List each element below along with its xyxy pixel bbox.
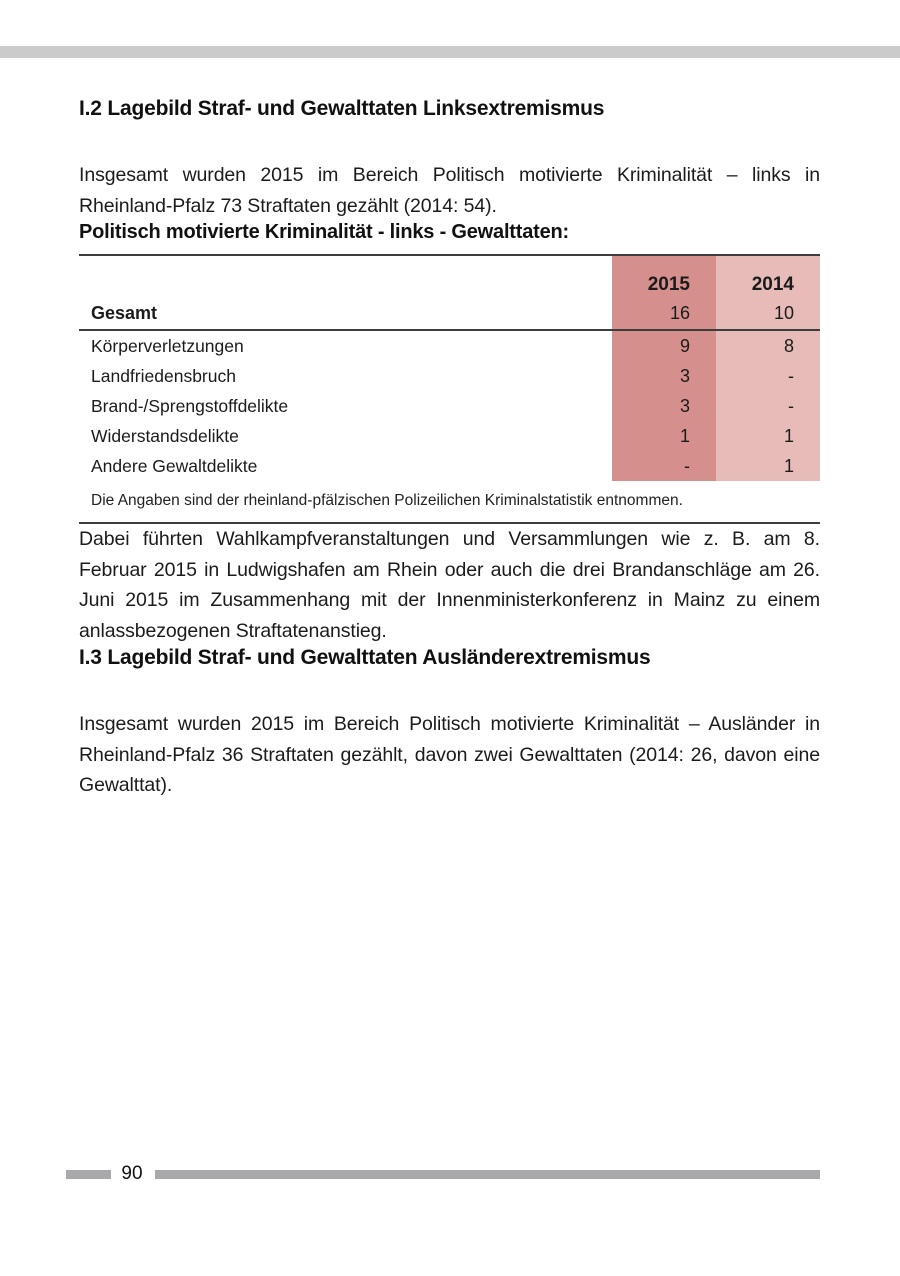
- table-row: Landfriedensbruch 3-: [79, 361, 820, 391]
- column-header-2015: 2015: [612, 256, 716, 298]
- table-row: Körperverletzungen 9 8: [79, 331, 820, 361]
- table-row: Brand-/Sprengstoffdelikte 3-: [79, 391, 820, 421]
- row-label: Landfriedensbruch: [91, 365, 236, 386]
- table-row: Widerstandsdelikte 1 1: [79, 421, 820, 451]
- events-paragraph: Dabei führten Wahlkampfveranstaltungen u…: [79, 528, 820, 642]
- column-header-2014: 2014: [716, 256, 820, 298]
- footer-left-bar: [66, 1169, 111, 1179]
- total-value-2014: 10: [716, 298, 820, 329]
- page-footer: 90: [66, 1163, 820, 1185]
- empty-header-cell: [79, 256, 612, 298]
- value-2015: 3: [612, 361, 716, 391]
- page-content: I.2 Lagebild Straf- und Gewalttaten Link…: [79, 97, 820, 801]
- value-2015: 1: [612, 421, 716, 451]
- value-2014: 1: [716, 451, 820, 481]
- total-row-label: Gesamt: [91, 303, 158, 323]
- section-i2-paragraph: Insgesamt wurden 2015 im Bereich Politis…: [79, 164, 820, 217]
- footer-right-bar: [155, 1169, 820, 1179]
- value-2014: 1: [716, 421, 820, 451]
- value-2014: -: [716, 361, 820, 391]
- row-label: Widerstandsdelikte: [91, 425, 239, 446]
- table-title: Politisch motivierte Kriminalität - link…: [79, 221, 570, 243]
- section-i2-heading: I.2 Lagebild Straf- und Gewalttaten Link…: [79, 97, 605, 120]
- value-2015: 9: [612, 331, 716, 361]
- page-number: 90: [121, 1163, 143, 1184]
- total-value-2015: 16: [612, 298, 716, 329]
- value-2014: 8: [716, 331, 820, 361]
- crime-statistics-table: 2015 2014 Gesamt 16 10 Körperverletzunge…: [79, 254, 820, 524]
- table-header: 2015 2014 Gesamt 16 10: [79, 256, 820, 331]
- top-decorative-bar: [0, 46, 900, 58]
- table-row: Andere Gewaltdelikte -1: [79, 451, 820, 481]
- section-i3-paragraph: Insgesamt wurden 2015 im Bereich Politis…: [79, 713, 820, 796]
- value-2015: 3: [612, 391, 716, 421]
- table-body: Körperverletzungen 9 8 Landfriedensbruch 3- B…: [79, 331, 820, 481]
- row-label: Brand-/Sprengstoffdelikte: [91, 395, 289, 416]
- row-label: Andere Gewaltdelikte: [91, 455, 258, 476]
- value-2014: -: [716, 391, 820, 421]
- table-footnote: Die Angaben sind der rheinland-pfälzisch…: [79, 481, 820, 524]
- value-2015: -: [612, 451, 716, 481]
- row-label: Körperverletzungen: [91, 335, 244, 356]
- table-year-row: 2015 2014: [79, 256, 820, 298]
- table-total-row: Gesamt 16 10: [79, 298, 820, 329]
- section-i3-heading: I.3 Lagebild Straf- und Gewalttaten Ausl…: [79, 646, 651, 669]
